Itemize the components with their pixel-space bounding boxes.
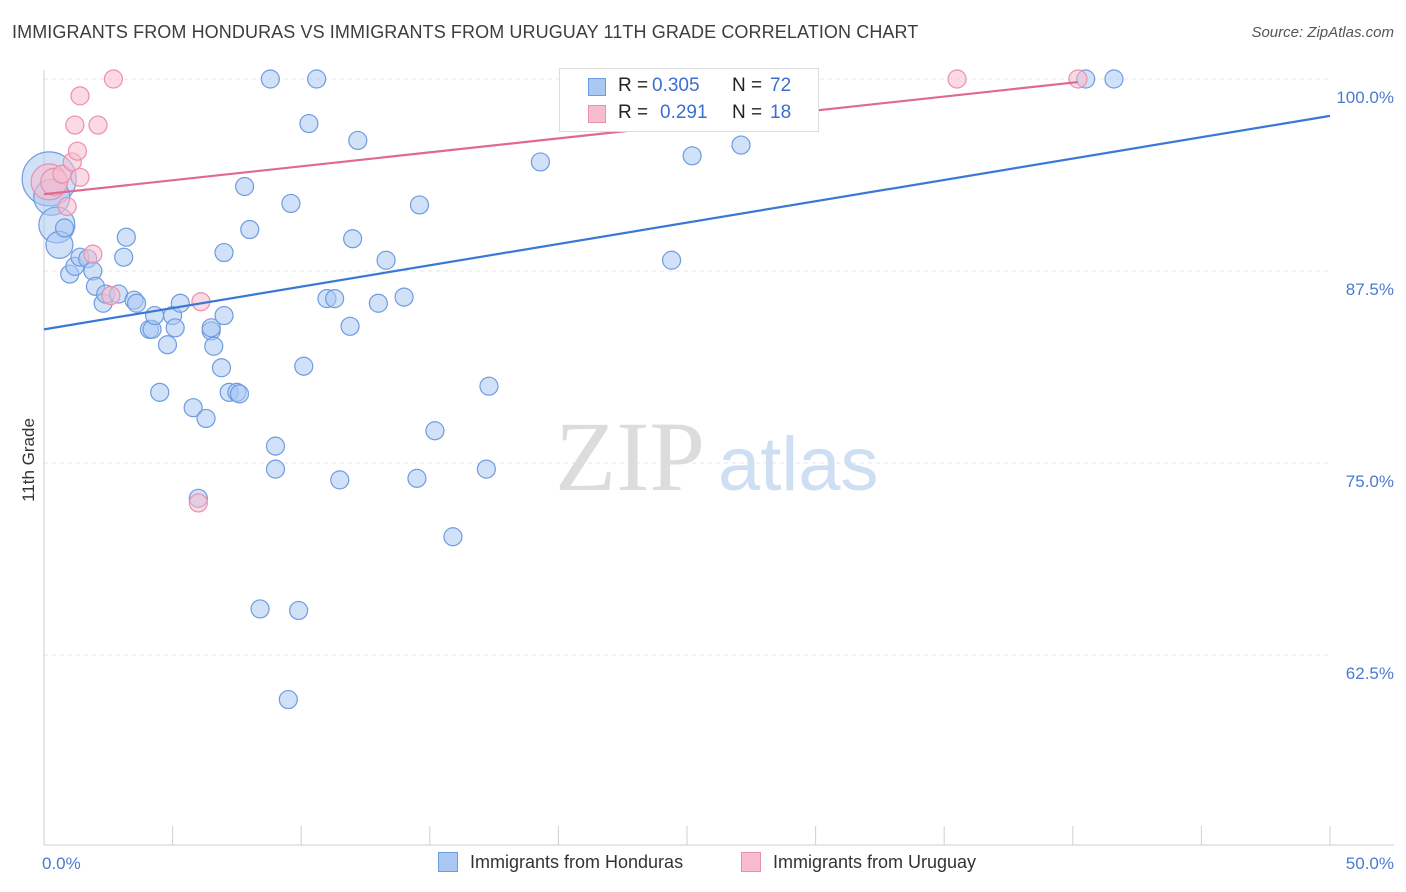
watermark-zip: ZIP	[555, 401, 705, 512]
honduras-point	[204, 336, 224, 356]
honduras-point	[289, 600, 309, 621]
grid-lines	[44, 78, 1330, 656]
honduras-point	[330, 470, 350, 490]
honduras-point	[340, 316, 360, 336]
honduras-point	[394, 287, 414, 307]
honduras-swatch	[588, 78, 606, 96]
uruguay-point	[1068, 69, 1088, 89]
honduras-point	[250, 599, 270, 619]
legend-item-uruguay: Immigrants from Uruguay	[741, 852, 976, 873]
uruguay-trend-line	[43, 80, 1079, 196]
zipatlas-watermark: ZIP atlas	[555, 401, 879, 512]
honduras-point	[116, 227, 136, 247]
trend-lines	[43, 80, 1331, 331]
honduras-point	[229, 384, 250, 404]
r-value: 0.291	[660, 102, 708, 123]
honduras-point	[126, 293, 147, 313]
uruguay-point	[88, 115, 108, 135]
legend-label-honduras: Immigrants from Honduras	[470, 852, 684, 872]
honduras-point	[343, 229, 363, 249]
r-label: R =	[618, 102, 649, 123]
honduras-point	[443, 527, 463, 547]
y-tick-label: 75.0%	[1346, 472, 1394, 491]
honduras-trend-line	[43, 114, 1331, 331]
legend-label-uruguay: Immigrants from Uruguay	[773, 852, 977, 872]
honduras-point	[425, 421, 445, 441]
honduras-point	[211, 358, 232, 378]
y-tick-label: 62.5%	[1346, 664, 1394, 683]
honduras-point	[409, 195, 430, 215]
honduras-point	[299, 113, 319, 134]
honduras-point	[376, 250, 396, 270]
n-label: N =	[732, 102, 763, 123]
x-tick-label-min: 0.0%	[42, 854, 81, 873]
honduras-point	[281, 193, 301, 214]
honduras-point	[150, 382, 170, 402]
honduras-point	[325, 289, 345, 309]
y-tick-label: 87.5%	[1346, 280, 1394, 299]
honduras-point	[170, 293, 190, 313]
chart-title: IMMIGRANTS FROM HONDURAS VS IMMIGRANTS F…	[12, 22, 919, 42]
honduras-point	[165, 318, 185, 338]
n-label: N =	[732, 75, 763, 96]
y-axis-label: 11th Grade	[19, 418, 38, 502]
legend-item-honduras: Immigrants from Honduras	[438, 852, 683, 873]
uruguay-point	[101, 285, 121, 306]
honduras-point	[348, 130, 368, 151]
series-honduras	[21, 69, 1124, 710]
x-tick-label-max: 50.0%	[1346, 854, 1394, 873]
n-value: 18	[770, 102, 792, 123]
honduras-point	[1104, 69, 1124, 89]
uruguay-point	[67, 141, 88, 161]
honduras-point	[265, 436, 286, 456]
honduras-point	[479, 376, 499, 396]
n-value: 72	[770, 75, 792, 96]
honduras-legend-swatch	[438, 852, 458, 872]
honduras-point	[278, 689, 298, 710]
watermark-atlas: atlas	[718, 422, 879, 507]
honduras-point	[731, 135, 751, 155]
uruguay-point	[70, 167, 90, 187]
r-label: R =	[618, 75, 649, 96]
honduras-point	[294, 356, 314, 376]
y-tick-label: 100.0%	[1336, 88, 1394, 107]
uruguay-legend-swatch	[741, 852, 761, 872]
honduras-point	[260, 69, 280, 89]
uruguay-point	[83, 244, 103, 264]
uruguay-point	[188, 493, 208, 513]
honduras-point	[201, 318, 221, 338]
uruguay-point	[103, 69, 124, 89]
honduras-point	[235, 176, 255, 197]
honduras-point	[476, 459, 496, 479]
source-credit: Source: ZipAtlas.com	[1251, 24, 1394, 41]
honduras-point	[114, 247, 134, 267]
honduras-point	[682, 146, 702, 166]
uruguay-point	[70, 86, 90, 106]
honduras-point	[265, 459, 286, 479]
uruguay-point	[57, 196, 77, 217]
honduras-point	[530, 152, 550, 172]
stats-legend: R = 0.305 N = 72 R = 0.291 N = 18	[559, 68, 819, 132]
honduras-point	[407, 468, 427, 488]
honduras-point	[214, 305, 234, 326]
honduras-point	[661, 250, 682, 270]
honduras-point	[214, 242, 234, 263]
honduras-point	[157, 335, 178, 355]
uruguay-point	[947, 69, 967, 89]
honduras-point	[183, 398, 203, 418]
honduras-point	[307, 69, 327, 89]
uruguay-point	[65, 115, 85, 135]
uruguay-swatch	[588, 105, 606, 123]
honduras-point	[54, 218, 75, 238]
honduras-point	[368, 293, 388, 313]
honduras-point	[196, 408, 216, 429]
honduras-point	[240, 219, 260, 240]
tick-labels: 62.5% 75.0% 87.5% 100.0% 0.0% 50.0%	[42, 88, 1394, 873]
r-value: 0.305	[652, 75, 700, 96]
